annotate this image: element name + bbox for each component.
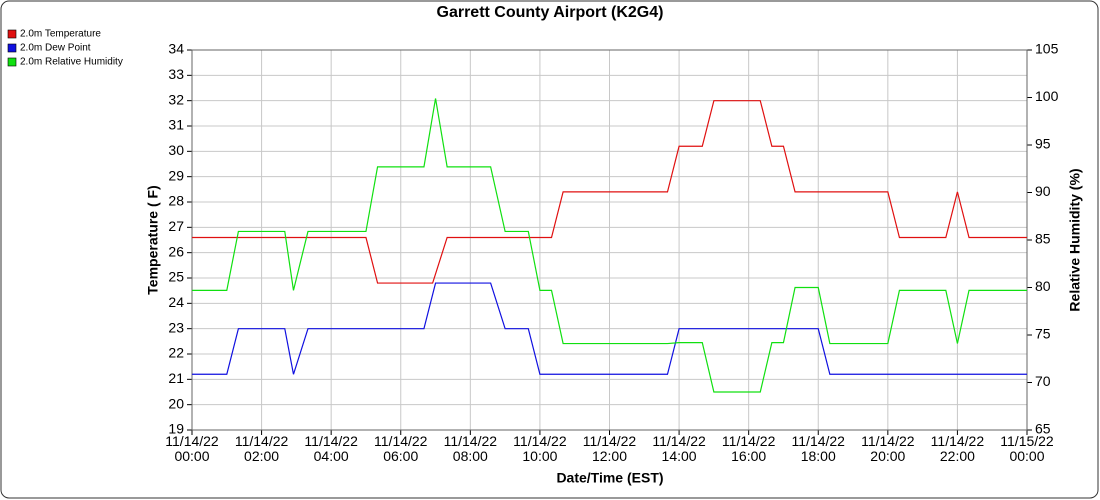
legend-label: 2.0m Relative Humidity bbox=[20, 57, 123, 68]
legend-swatch bbox=[7, 29, 17, 39]
y-tick-label: 23 bbox=[168, 319, 184, 335]
y-tick-label: 28 bbox=[168, 193, 184, 209]
y2-tick-label: 75 bbox=[1035, 326, 1051, 342]
x-tick-label: 11/14/22 16:00 bbox=[721, 433, 776, 464]
grid bbox=[191, 49, 1028, 431]
x-tick-label: 11/14/22 12:00 bbox=[582, 433, 637, 464]
y-tick-label: 22 bbox=[168, 345, 184, 361]
y2-axis-label: Relative Humidity (%) bbox=[1067, 168, 1083, 311]
y-axis-label: Temperature ( F) bbox=[145, 185, 161, 294]
x-tick-label: 11/14/22 06:00 bbox=[374, 433, 428, 464]
y2-tick-label: 100 bbox=[1035, 88, 1059, 104]
y2-tick-label: 70 bbox=[1035, 373, 1051, 389]
series-line bbox=[192, 282, 1027, 375]
x-tick-label: 11/14/22 20:00 bbox=[861, 433, 915, 464]
x-tick-label: 11/14/22 00:00 bbox=[165, 433, 219, 464]
y2-tick-label: 105 bbox=[1035, 41, 1059, 57]
y-tick-label: 26 bbox=[168, 243, 184, 259]
plot-border bbox=[191, 49, 1028, 431]
x-tick-label: 11/14/22 18:00 bbox=[791, 433, 845, 464]
y-tick-label: 24 bbox=[168, 294, 184, 310]
chart-title: Garrett County Airport (K2G4) bbox=[437, 4, 664, 21]
y-tick-label: 31 bbox=[168, 117, 184, 133]
y-tick-label: 20 bbox=[168, 395, 184, 411]
x-tick-label: 11/14/22 08:00 bbox=[443, 433, 498, 464]
y-tick-label: 32 bbox=[168, 91, 184, 107]
y2-tick-label: 95 bbox=[1035, 136, 1051, 152]
x-tick-label: 11/15/22 00:00 bbox=[1000, 433, 1054, 464]
x-axis-label: Date/Time (EST) bbox=[556, 470, 663, 486]
legend-label: 2.0m Dew Point bbox=[20, 43, 91, 54]
series-line bbox=[192, 100, 1027, 284]
x-tick-label: 11/14/22 04:00 bbox=[304, 433, 358, 464]
y-tick-label: 25 bbox=[168, 269, 184, 285]
legend-label: 2.0m Temperature bbox=[20, 29, 101, 40]
legend-swatch bbox=[7, 43, 17, 53]
y2-tick-label: 65 bbox=[1035, 421, 1051, 437]
x-tick-label: 11/14/22 10:00 bbox=[513, 433, 567, 464]
y-tick-label: 21 bbox=[168, 370, 184, 386]
y-tick-label: 29 bbox=[168, 167, 184, 183]
series-line bbox=[192, 98, 1027, 393]
y2-tick-label: 85 bbox=[1035, 231, 1051, 247]
legend-swatch bbox=[7, 57, 17, 67]
y-tick-label: 27 bbox=[168, 218, 184, 234]
y2-tick-label: 80 bbox=[1035, 278, 1051, 294]
x-tick-label: 11/14/22 22:00 bbox=[930, 433, 985, 464]
y-tick-label: 34 bbox=[168, 41, 184, 57]
y-tick-label: 33 bbox=[168, 66, 184, 82]
x-tick-label: 11/14/22 14:00 bbox=[652, 433, 706, 464]
x-tick-label: 11/14/22 02:00 bbox=[234, 433, 289, 464]
y-tick-label: 19 bbox=[168, 421, 184, 437]
y2-tick-label: 90 bbox=[1035, 183, 1051, 199]
y-tick-label: 30 bbox=[168, 142, 184, 158]
